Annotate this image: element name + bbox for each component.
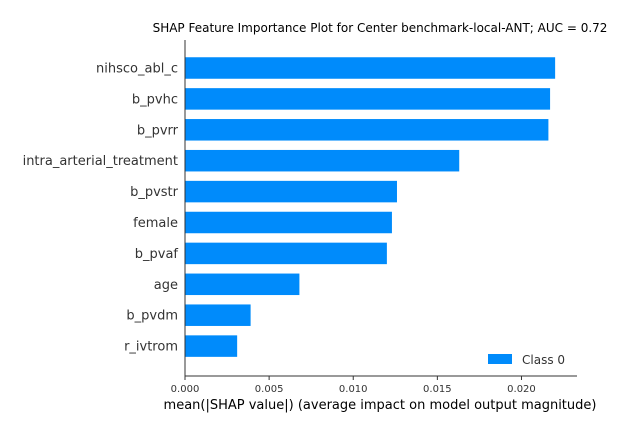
bars-group xyxy=(185,57,556,357)
legend-label: Class 0 xyxy=(522,353,565,367)
bar-age xyxy=(185,273,300,296)
category-label-age: age xyxy=(154,278,178,293)
category-label-r_ivtrom: r_ivtrom xyxy=(124,340,178,355)
bar-b_pvstr xyxy=(185,180,397,203)
x-ticks: 0.000 0.005 0.010 0.015 0.020 xyxy=(171,376,536,395)
x-tick-label: 0.015 xyxy=(423,384,452,395)
x-axis-label: mean(|SHAP value|) (average impact on mo… xyxy=(164,398,597,413)
bar-b_pvrr xyxy=(185,119,549,141)
bar-nihsco_abl_c xyxy=(185,57,556,79)
x-tick-label: 0.010 xyxy=(339,384,368,395)
category-label-nihsco_abl_c: nihsco_abl_c xyxy=(96,62,178,77)
category-label-intra_arterial_treatment: intra_arterial_treatment xyxy=(23,154,178,169)
legend: Class 0 xyxy=(488,353,565,367)
category-label-b_pvrr: b_pvrr xyxy=(137,123,179,138)
bar-female xyxy=(185,211,392,234)
category-label-female: female xyxy=(133,216,178,231)
bar-b_pvaf xyxy=(185,242,387,265)
bar-b_pvhc xyxy=(185,88,551,110)
category-labels: nihsco_abl_c b_pvhc b_pvrr intra_arterial_t… xyxy=(23,62,179,355)
x-tick-label: 0.020 xyxy=(507,384,536,395)
bar-intra_arterial_treatment xyxy=(185,149,460,172)
x-tick-label: 0.005 xyxy=(255,384,284,395)
category-label-b_pvdm: b_pvdm xyxy=(126,309,178,324)
bar-b_pvdm xyxy=(185,304,251,326)
x-tick-label: 0.000 xyxy=(171,384,200,395)
category-label-b_pvhc: b_pvhc xyxy=(132,92,178,107)
bar-r_ivtrom xyxy=(185,335,238,357)
category-label-b_pvstr: b_pvstr xyxy=(130,185,179,200)
legend-swatch xyxy=(488,354,512,364)
category-label-b_pvaf: b_pvaf xyxy=(135,247,179,262)
chart-title: SHAP Feature Importance Plot for Center … xyxy=(153,21,608,35)
